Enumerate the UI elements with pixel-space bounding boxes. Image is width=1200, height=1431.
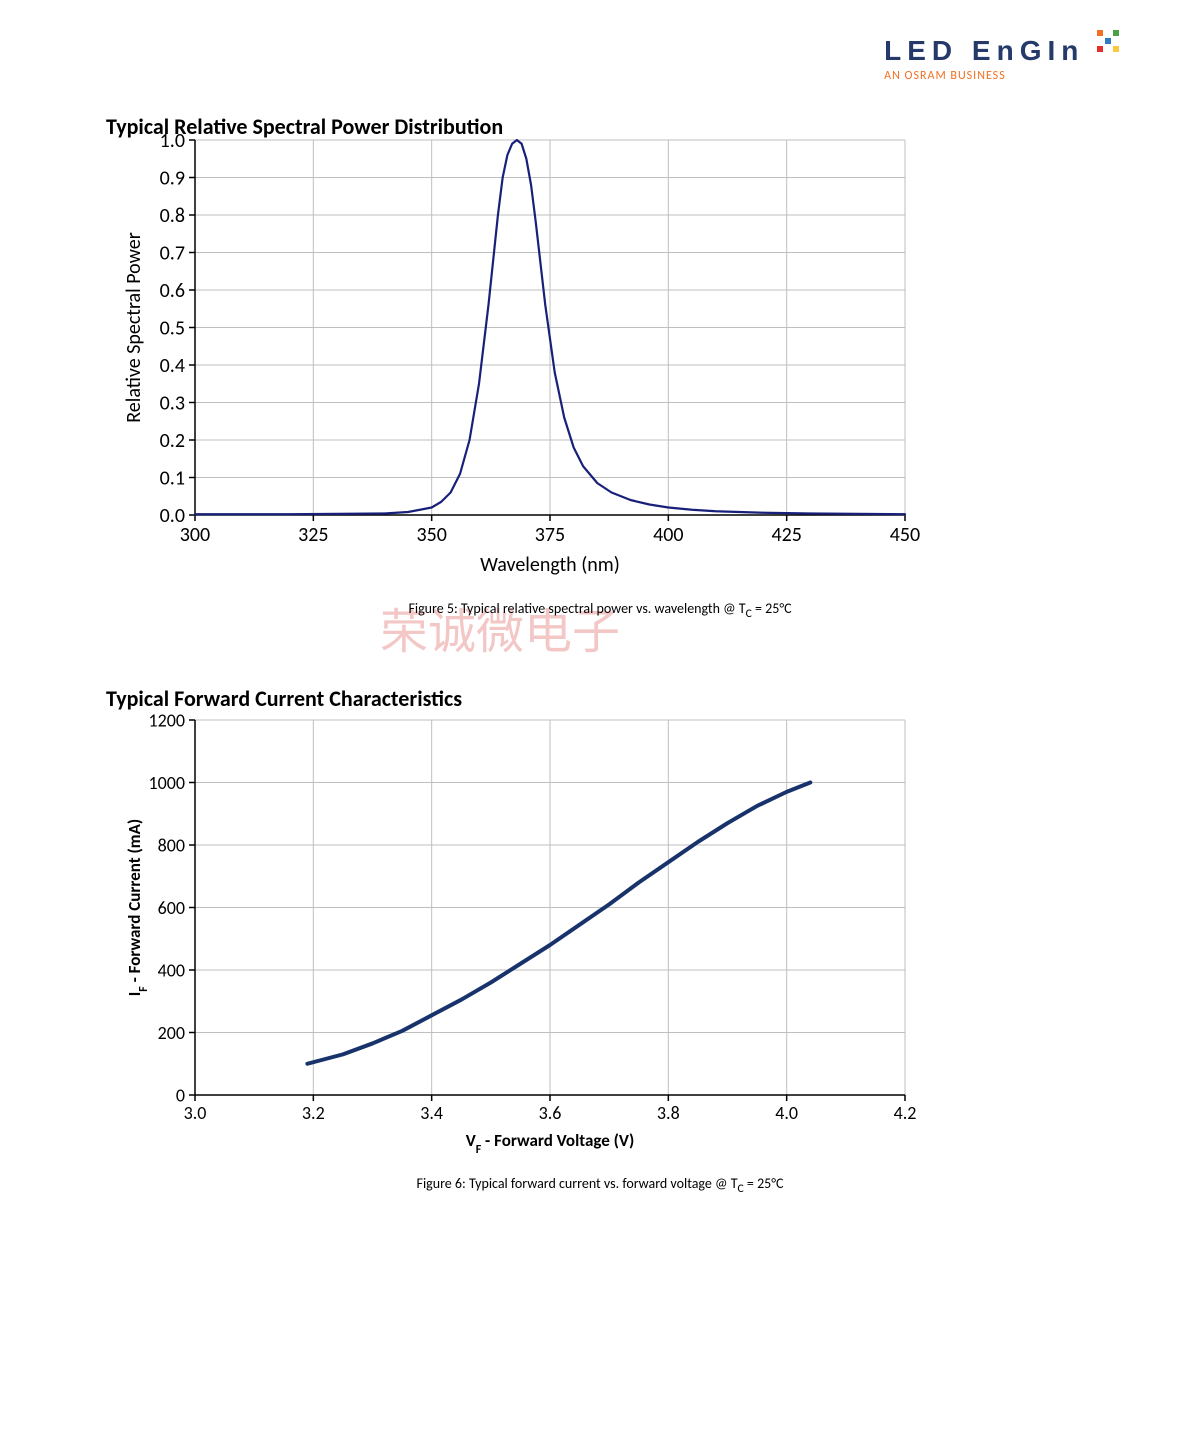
logo-text: LED EnGIn [884, 35, 1084, 67]
svg-text:200: 200 [158, 1022, 185, 1044]
svg-text:0.3: 0.3 [160, 392, 185, 416]
svg-text:0.8: 0.8 [160, 204, 185, 228]
logo-tagline: AN OSRAM BUSINESS [884, 69, 1120, 83]
svg-text:450: 450 [890, 523, 920, 547]
svg-text:IF - Forward Current (mA): IF - Forward Current (mA) [124, 819, 151, 996]
svg-text:Wavelength (nm): Wavelength (nm) [480, 553, 620, 577]
svg-text:0.1: 0.1 [160, 467, 185, 491]
logo-dots [1096, 29, 1120, 53]
svg-text:0.9: 0.9 [160, 167, 185, 191]
svg-text:1.0: 1.0 [160, 130, 185, 153]
page: LED EnGIn AN OSRAM BUSINESS 荣诚微电子 Typica… [0, 0, 1200, 1431]
svg-text:1000: 1000 [149, 772, 186, 794]
svg-text:0.6: 0.6 [160, 279, 185, 303]
svg-text:3.8: 3.8 [657, 1102, 680, 1124]
figure-6-caption: Figure 6: Typical forward current vs. fo… [0, 1175, 1200, 1196]
svg-text:4.2: 4.2 [894, 1102, 917, 1124]
svg-text:4.0: 4.0 [775, 1102, 798, 1124]
forward-current-chart: 3.0 3.2 3.4 3.6 3.8 4.0 4.2 0 200 400 600 800 1000 12… [115, 710, 925, 1165]
svg-text:325: 325 [298, 523, 328, 547]
section-title-forward-current: Typical Forward Current Characteristics [106, 685, 462, 712]
svg-text:400: 400 [653, 523, 683, 547]
svg-text:375: 375 [535, 523, 565, 547]
figure-5-caption: Figure 5: Typical relative spectral powe… [0, 600, 1200, 621]
svg-text:425: 425 [771, 523, 801, 547]
svg-text:0.2: 0.2 [160, 429, 185, 453]
svg-text:0.7: 0.7 [160, 242, 185, 266]
svg-text:800: 800 [158, 834, 185, 856]
spectral-chart: 3003253503754004254500.00.10.20.30.40.50… [115, 130, 925, 585]
svg-text:3.4: 3.4 [420, 1102, 443, 1124]
svg-text:3.2: 3.2 [302, 1102, 325, 1124]
svg-text:400: 400 [158, 959, 185, 981]
svg-text:0.0: 0.0 [160, 504, 185, 528]
svg-text:1200: 1200 [149, 710, 186, 731]
svg-text:0.4: 0.4 [160, 354, 185, 378]
svg-text:Relative Spectral Power: Relative Spectral Power [122, 232, 146, 422]
svg-text:3.0: 3.0 [184, 1102, 207, 1124]
svg-text:0: 0 [176, 1084, 185, 1106]
svg-text:0.5: 0.5 [160, 317, 185, 341]
svg-text:350: 350 [416, 523, 446, 547]
svg-text:600: 600 [158, 897, 185, 919]
svg-text:3.6: 3.6 [539, 1102, 562, 1124]
svg-text:VF - Forward Voltage (V): VF - Forward Voltage (V) [466, 1130, 635, 1157]
brand-logo: LED EnGIn AN OSRAM BUSINESS [884, 35, 1120, 83]
